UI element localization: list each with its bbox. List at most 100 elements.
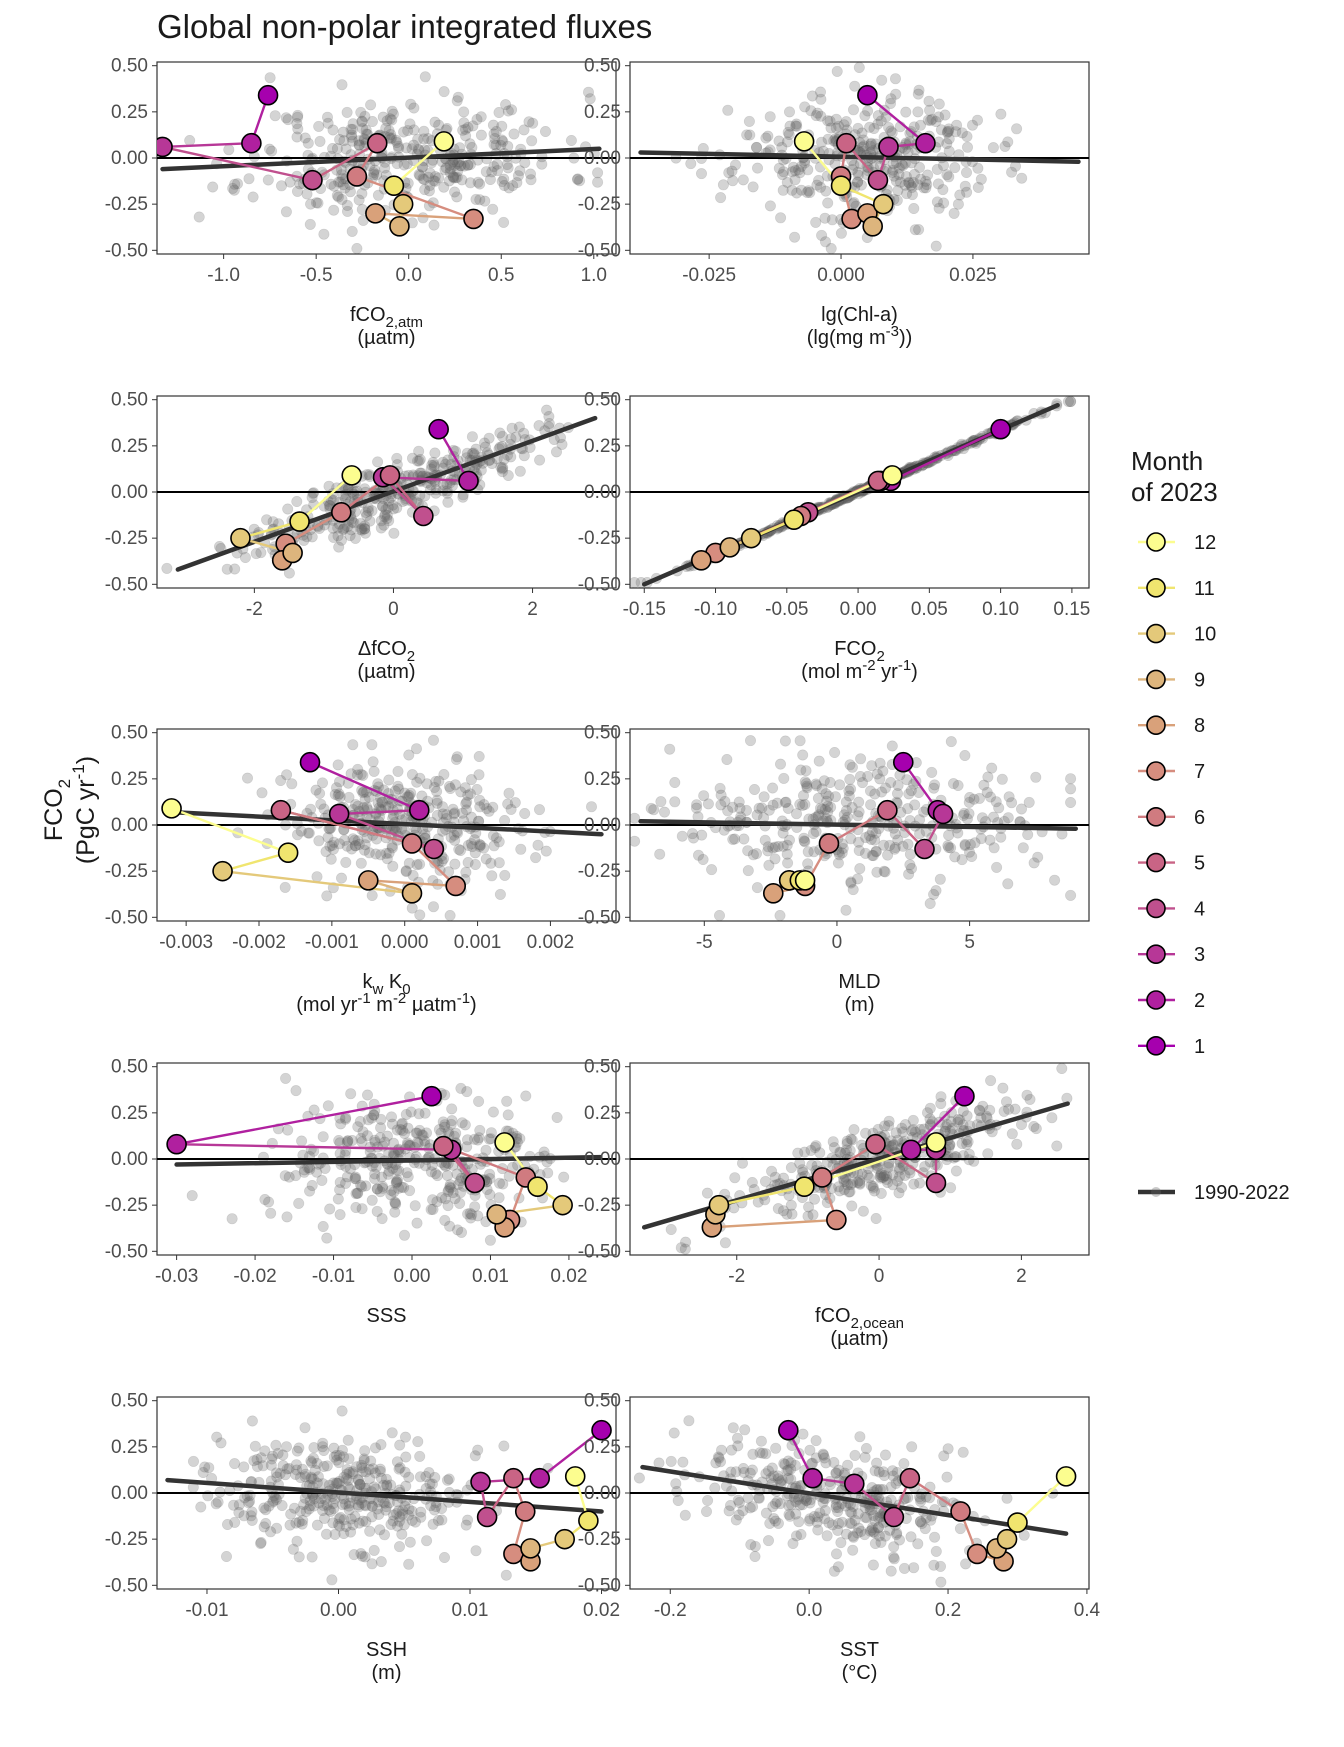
historical-point	[793, 164, 805, 176]
historical-point	[935, 1098, 947, 1110]
y-axis-label-unit: (PgC yr	[72, 779, 100, 864]
legend-label: 6	[1194, 807, 1205, 829]
historical-point	[403, 789, 415, 801]
historical-point	[496, 466, 508, 478]
historical-point	[271, 1522, 283, 1534]
historical-point	[466, 431, 478, 443]
historical-point	[248, 1455, 260, 1467]
historical-point	[913, 84, 925, 96]
historical-point	[437, 808, 449, 820]
historical-point	[762, 130, 774, 142]
x-axis-label: SST	[840, 1639, 879, 1661]
historical-point	[808, 1511, 820, 1523]
historical-point	[292, 111, 304, 123]
historical-point	[392, 765, 404, 777]
historical-point	[386, 1118, 398, 1130]
historical-point	[246, 1514, 258, 1526]
month-point-11	[289, 511, 310, 532]
historical-point	[1065, 773, 1077, 785]
historical-point	[382, 801, 394, 813]
historical-point	[321, 1499, 333, 1511]
historical-point	[451, 171, 463, 183]
historical-point	[326, 1574, 338, 1586]
legend-item-month-5: 5	[1138, 853, 1205, 875]
y-tick-label: -0.50	[578, 1241, 621, 1262]
historical-point	[745, 1539, 757, 1551]
historical-point	[311, 1166, 323, 1178]
historical-point	[474, 801, 486, 813]
historical-point	[493, 857, 505, 869]
historical-point	[474, 839, 486, 851]
x-tick-label: -0.001	[305, 932, 359, 953]
months-2023-path	[230, 418, 479, 571]
historical-point	[465, 838, 477, 850]
historical-point	[346, 516, 358, 528]
historical-point	[853, 806, 865, 818]
historical-point	[878, 865, 890, 877]
historical-point	[914, 814, 926, 826]
y-tick-label: 0.50	[584, 1057, 621, 1078]
historical-point	[772, 1473, 784, 1485]
historical-point	[497, 135, 509, 147]
y-tick-label: 0.00	[111, 1149, 148, 1170]
historical-point	[436, 855, 448, 867]
month-point-7	[826, 1209, 847, 1231]
historical-point	[334, 134, 346, 146]
historical-point	[379, 162, 391, 174]
historical-point	[853, 62, 865, 73]
historical-point	[490, 139, 502, 151]
historical-point	[327, 143, 339, 155]
historical-point	[330, 1477, 342, 1489]
y-tick-label: 0.25	[111, 102, 148, 123]
panel-plot-area	[630, 396, 1089, 588]
historical-point	[449, 186, 461, 198]
historical-point	[772, 1470, 784, 1482]
historical-point	[461, 1086, 473, 1098]
historical-point	[296, 1463, 308, 1475]
historical-point	[203, 1462, 215, 1474]
y-tick-label: 0.25	[111, 769, 148, 790]
historical-point	[524, 168, 536, 180]
historical-point	[864, 121, 876, 133]
historical-point	[211, 1431, 223, 1443]
historical-point	[495, 139, 507, 151]
historical-point	[376, 796, 388, 808]
historical-point	[855, 179, 867, 191]
historical-point	[841, 1135, 853, 1147]
historical-point	[822, 800, 834, 812]
historical-point	[945, 736, 957, 748]
historical-point	[318, 228, 330, 240]
panel-grid: 0.500.250.00-0.25-0.50-1.0 -0.5 0.0 0.5 1.0f…	[105, 56, 1101, 1684]
historical-point	[480, 166, 492, 178]
month-segment	[222, 851, 289, 873]
historical-point	[875, 1187, 887, 1199]
historical-point	[305, 803, 317, 815]
month-point-9	[719, 537, 741, 558]
historical-point	[347, 123, 359, 135]
historical-point	[358, 844, 370, 856]
historical-point	[339, 521, 351, 533]
historical-point	[852, 1508, 864, 1520]
historical-point	[325, 853, 337, 865]
historical-point	[918, 1123, 930, 1135]
historical-point	[856, 141, 868, 153]
historical-point	[888, 1541, 900, 1553]
historical-point	[865, 137, 877, 149]
historical-point	[370, 848, 382, 860]
month-point-5	[865, 1133, 886, 1155]
historical-point	[444, 163, 456, 175]
historical-point	[423, 185, 435, 197]
historical-point	[336, 1499, 348, 1511]
historical-point	[963, 808, 975, 820]
historical-point	[355, 1179, 367, 1191]
historical-point	[439, 1193, 451, 1205]
historical-point	[474, 178, 486, 190]
month-point-10	[392, 193, 414, 215]
x-axis-label: fCO2,atm	[350, 304, 423, 331]
historical-point	[391, 502, 403, 514]
x-tick-label: 0.4	[1074, 1600, 1101, 1621]
historical-point	[352, 1121, 364, 1133]
month-point-7	[503, 1543, 524, 1565]
historical-point	[727, 175, 739, 187]
